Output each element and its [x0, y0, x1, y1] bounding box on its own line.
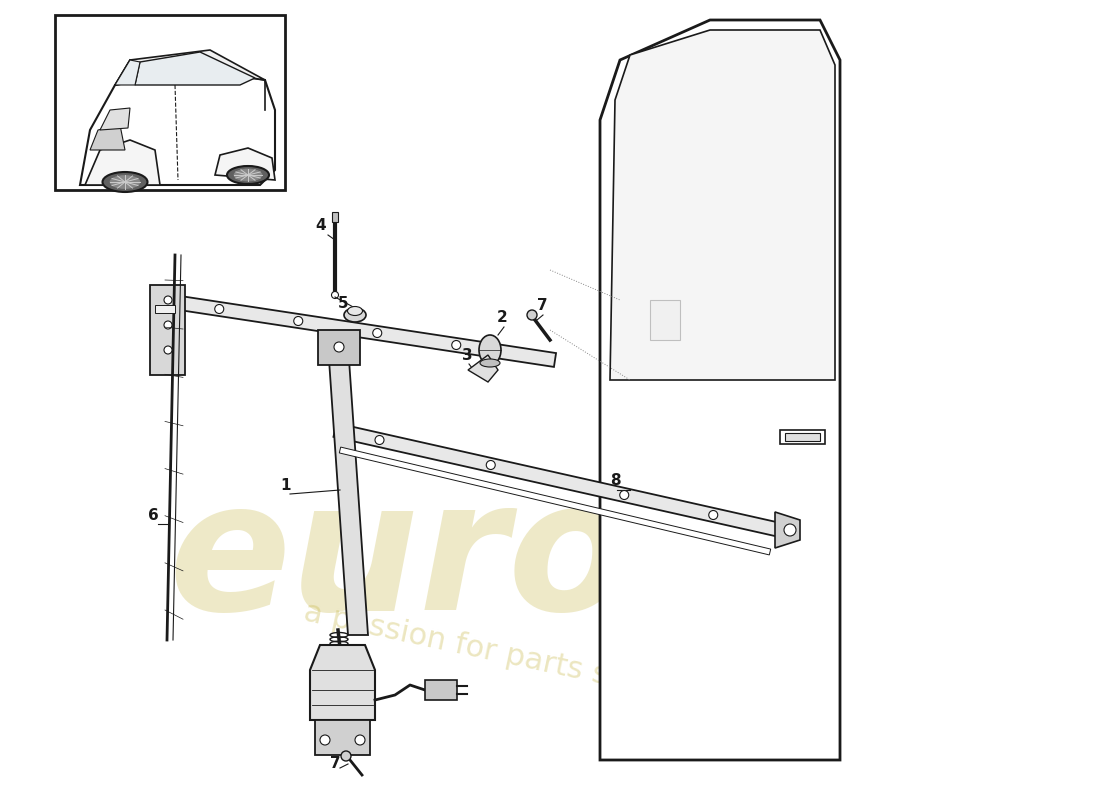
Text: a passion for parts since 1985: a passion for parts since 1985: [301, 598, 759, 722]
Text: 6: 6: [148, 508, 158, 523]
Polygon shape: [116, 60, 140, 85]
Circle shape: [708, 510, 717, 519]
Circle shape: [784, 524, 796, 536]
Circle shape: [320, 735, 330, 745]
Polygon shape: [610, 30, 835, 380]
Text: 1: 1: [280, 478, 290, 493]
Polygon shape: [318, 330, 360, 365]
Ellipse shape: [102, 172, 147, 192]
Polygon shape: [116, 50, 265, 85]
Circle shape: [619, 490, 629, 499]
Circle shape: [294, 317, 302, 326]
Polygon shape: [158, 293, 557, 367]
Circle shape: [164, 346, 172, 354]
Ellipse shape: [234, 169, 262, 181]
Polygon shape: [315, 720, 370, 755]
Circle shape: [486, 461, 495, 470]
Circle shape: [334, 342, 344, 352]
Ellipse shape: [480, 359, 501, 367]
Bar: [55, 15, 285, 190]
Circle shape: [214, 305, 223, 314]
Ellipse shape: [478, 335, 500, 365]
Polygon shape: [333, 423, 781, 537]
Bar: [785, 433, 820, 441]
Text: 5: 5: [338, 296, 349, 311]
Ellipse shape: [110, 175, 140, 189]
Bar: [155, 305, 175, 313]
Text: 2: 2: [497, 310, 508, 325]
Circle shape: [375, 435, 384, 445]
Text: 4: 4: [315, 218, 326, 233]
Circle shape: [164, 296, 172, 304]
Polygon shape: [339, 447, 771, 555]
Circle shape: [373, 329, 382, 338]
Polygon shape: [100, 108, 130, 130]
Polygon shape: [600, 20, 840, 760]
Circle shape: [331, 291, 339, 298]
Bar: [332, 212, 338, 222]
Polygon shape: [328, 345, 369, 635]
Polygon shape: [135, 52, 255, 85]
Circle shape: [527, 310, 537, 320]
Text: 7: 7: [537, 298, 548, 313]
Bar: [425, 680, 456, 700]
Bar: [650, 300, 680, 340]
Polygon shape: [310, 645, 375, 720]
Circle shape: [164, 321, 172, 329]
Ellipse shape: [348, 306, 363, 315]
Text: 8: 8: [610, 473, 620, 488]
Ellipse shape: [344, 308, 366, 322]
Polygon shape: [214, 148, 275, 180]
Polygon shape: [150, 285, 185, 375]
Circle shape: [355, 735, 365, 745]
Circle shape: [452, 341, 461, 350]
Text: 7: 7: [330, 756, 341, 771]
Polygon shape: [90, 125, 125, 150]
Polygon shape: [776, 512, 800, 548]
Polygon shape: [85, 140, 160, 185]
Polygon shape: [468, 355, 498, 382]
Circle shape: [341, 751, 351, 761]
Ellipse shape: [227, 166, 270, 184]
Text: 3: 3: [462, 348, 473, 363]
Text: euro: euro: [168, 472, 631, 648]
Polygon shape: [80, 70, 275, 185]
Bar: [780, 430, 825, 444]
